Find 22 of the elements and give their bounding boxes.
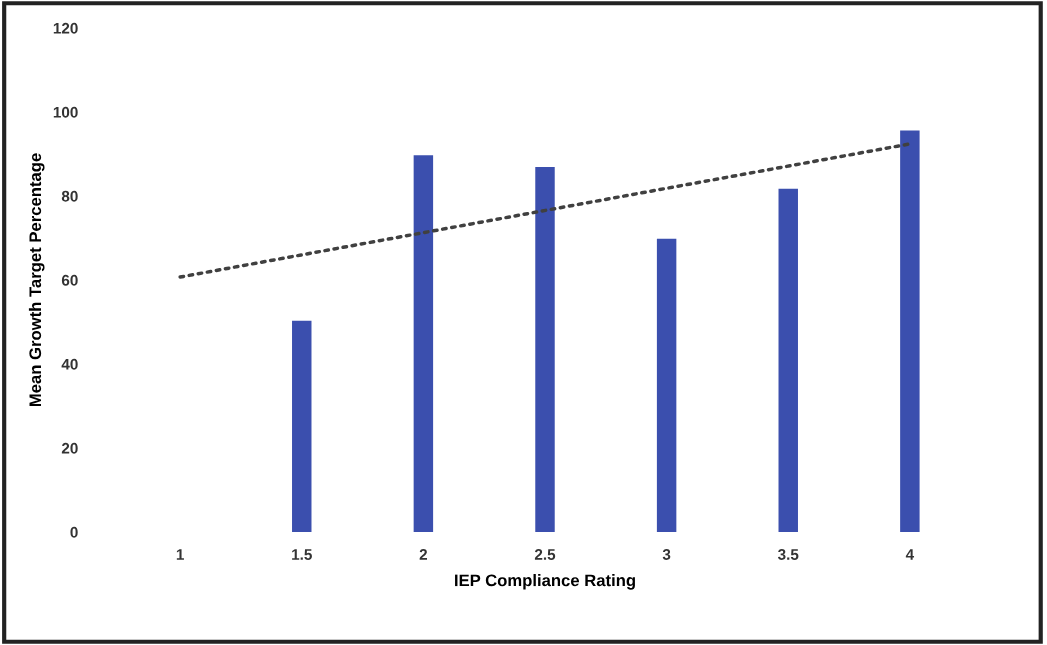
y-tick-label: 0	[70, 526, 78, 538]
x-tick-label: 1.5	[292, 549, 312, 560]
bar	[900, 130, 920, 532]
bar	[535, 167, 555, 532]
x-axis-title: IEP Compliance Rating	[455, 574, 635, 590]
x-tick-label: 2	[419, 549, 428, 560]
bar	[292, 320, 312, 532]
x-tick-label: 4	[905, 549, 915, 560]
bar	[656, 238, 677, 532]
y-tick-label: 120	[53, 22, 78, 34]
x-tick-label: 3	[662, 549, 671, 560]
x-tick-label: 1	[176, 549, 184, 560]
y-tick-label: 60	[61, 274, 78, 286]
bar	[413, 155, 434, 532]
y-axis-title: Mean Growth Target Percentage	[28, 153, 45, 407]
y-tick-label: 20	[61, 442, 78, 454]
bar	[778, 188, 798, 532]
x-tick-label: 3.5	[777, 549, 799, 560]
y-tick-label: 80	[61, 190, 78, 202]
x-tick-label: 2.5	[534, 549, 556, 560]
y-tick-label: 100	[53, 106, 78, 118]
y-tick-label: 40	[61, 358, 78, 370]
